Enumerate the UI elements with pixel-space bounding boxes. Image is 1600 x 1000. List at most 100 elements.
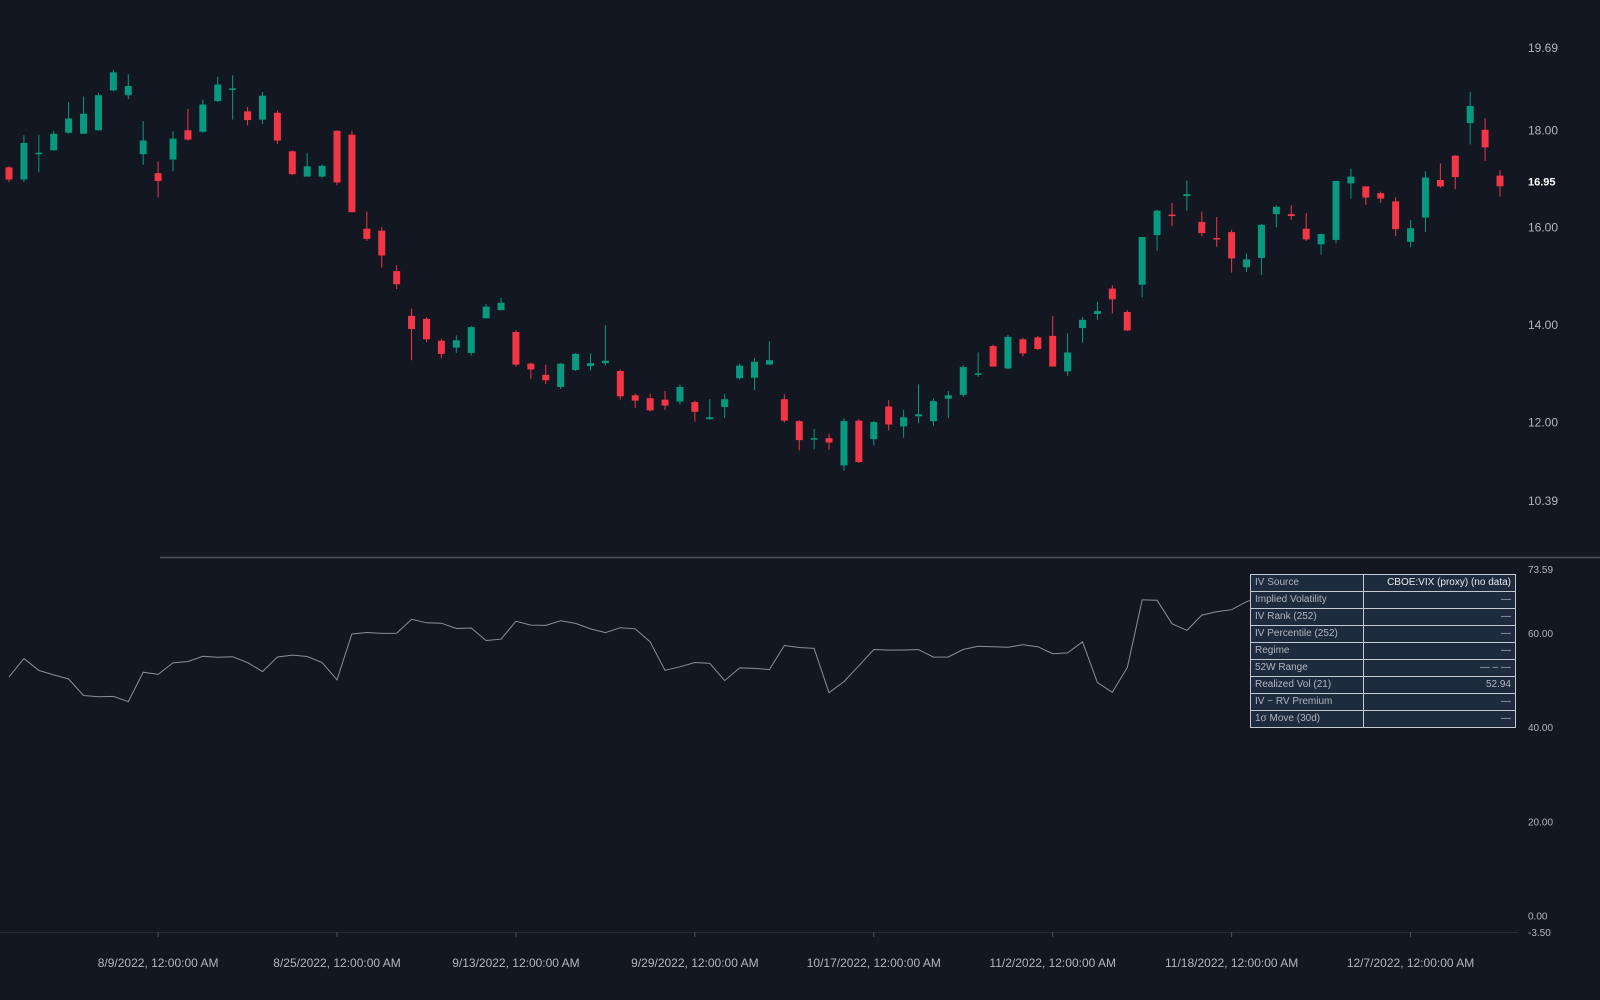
- oscillator-tick-label: 0.00: [1528, 912, 1548, 923]
- candle: [318, 164, 326, 178]
- candle: [676, 384, 684, 405]
- candle-body: [676, 387, 684, 402]
- iv-row-value: —: [1363, 710, 1516, 728]
- candle-body: [810, 438, 818, 440]
- candle-body: [1004, 336, 1012, 369]
- candle-body: [661, 399, 669, 406]
- candle-body: [35, 152, 43, 155]
- candle-body: [1064, 352, 1072, 372]
- candle: [244, 106, 252, 126]
- candle: [1243, 253, 1251, 273]
- candle: [1123, 310, 1131, 332]
- candle-body: [631, 395, 639, 401]
- candle: [1257, 223, 1265, 275]
- candle-body: [1183, 194, 1191, 197]
- iv-row-label: IV − RV Premium: [1250, 693, 1364, 711]
- candle-body: [422, 318, 430, 340]
- candle: [915, 384, 923, 424]
- candle-body: [348, 134, 356, 213]
- candle: [437, 338, 445, 359]
- price-tick-label: 12.00: [1528, 416, 1558, 430]
- price-tick-label: 14.00: [1528, 318, 1558, 332]
- candle: [810, 428, 818, 450]
- candle: [1496, 170, 1504, 197]
- price-tick-label: 10.39: [1528, 494, 1558, 508]
- candle: [1272, 205, 1280, 228]
- time-tick-label: 11/2/2022, 12:00:00 AM: [989, 956, 1116, 970]
- candle: [303, 153, 311, 177]
- candle-body: [244, 111, 252, 121]
- iv-table-row: Realized Vol (21) 52.94: [1250, 676, 1516, 694]
- candle-body: [497, 302, 505, 311]
- candle: [542, 364, 550, 385]
- candle-body: [184, 130, 192, 140]
- candle-body: [736, 365, 744, 379]
- oscillator-tick-label: 40.00: [1528, 723, 1553, 734]
- candle-body: [1049, 335, 1057, 367]
- candle: [1481, 118, 1489, 162]
- candle-body: [944, 395, 952, 399]
- candle: [944, 390, 952, 419]
- candle-body: [109, 72, 117, 91]
- candle: [586, 353, 594, 371]
- iv-row-value: —: [1363, 642, 1516, 660]
- price-tick-label: 16.00: [1528, 221, 1558, 235]
- time-tick-label: 8/9/2022, 12:00:00 AM: [98, 956, 219, 970]
- candle-body: [1317, 234, 1325, 245]
- candle-body: [1123, 312, 1131, 331]
- candle-body: [1302, 228, 1310, 240]
- candle: [422, 317, 430, 343]
- candle-body: [557, 363, 565, 388]
- oscillator-tick-label: 60.00: [1528, 629, 1553, 640]
- iv-table-row: Implied Volatility —: [1250, 591, 1516, 609]
- candle-body: [1198, 221, 1206, 234]
- candle: [467, 326, 475, 356]
- candle: [929, 398, 937, 426]
- candle: [691, 400, 699, 422]
- iv-table-row: IV Rank (252) —: [1250, 608, 1516, 626]
- candle: [35, 134, 43, 173]
- candle-body: [229, 88, 237, 90]
- candle: [5, 166, 13, 182]
- candle-body: [1362, 186, 1370, 198]
- candle: [482, 304, 490, 319]
- iv-row-label: 52W Range: [1250, 659, 1364, 677]
- candle-body: [303, 166, 311, 177]
- candle: [94, 92, 102, 131]
- candle: [1213, 217, 1221, 247]
- candle-body: [870, 422, 878, 440]
- candle-body: [795, 421, 803, 441]
- iv-row-label: IV Rank (252): [1250, 608, 1364, 626]
- candle-body: [1332, 180, 1340, 240]
- price-pane[interactable]: [5, 69, 1504, 471]
- candle-body: [258, 95, 266, 120]
- candle: [601, 325, 609, 366]
- candle: [751, 357, 758, 390]
- candle: [1362, 186, 1370, 205]
- candle-body: [706, 417, 714, 420]
- iv-row-value: —: [1363, 591, 1516, 609]
- candle: [706, 399, 714, 420]
- candle-body: [452, 340, 460, 348]
- candle: [497, 297, 505, 311]
- candle-body: [1153, 210, 1161, 236]
- candle: [795, 420, 803, 451]
- candle: [154, 161, 162, 198]
- candle: [989, 344, 997, 367]
- iv-table-row: IV − RV Premium —: [1250, 693, 1516, 711]
- candle: [1347, 168, 1355, 199]
- candle: [378, 226, 386, 268]
- candle-body: [50, 133, 58, 151]
- candle: [959, 365, 967, 397]
- iv-row-label: Realized Vol (21): [1250, 676, 1364, 694]
- candle: [65, 102, 73, 134]
- iv-table-row: IV Source CBOE:VIX (proxy) (no data): [1250, 574, 1516, 592]
- candle-body: [154, 173, 162, 181]
- candle: [1466, 91, 1474, 145]
- candle-body: [124, 85, 132, 96]
- candle-body: [572, 353, 580, 370]
- price-tick-label: 18.00: [1528, 123, 1558, 137]
- candle-body: [542, 374, 550, 381]
- candle-body: [1034, 337, 1042, 350]
